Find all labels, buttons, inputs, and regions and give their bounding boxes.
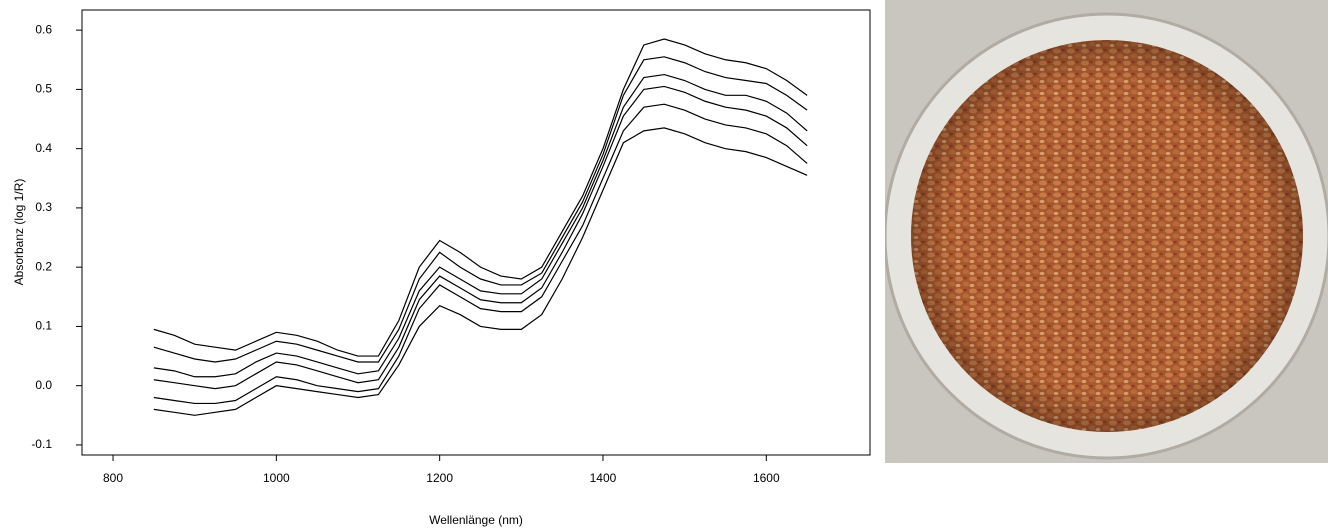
x-tick-label: 800 xyxy=(103,471,123,485)
grain-photo xyxy=(885,0,1328,463)
spectrum-line xyxy=(153,56,808,363)
x-tick-label: 1600 xyxy=(753,471,780,485)
y-tick-label: 0.1 xyxy=(35,319,52,333)
spectrum-line xyxy=(153,38,808,357)
x-tick-label: 1000 xyxy=(263,471,290,485)
y-tick-label: 0.3 xyxy=(35,200,52,214)
y-tick-label: 0.6 xyxy=(35,22,52,36)
spectrum-line xyxy=(153,73,808,378)
x-tick-label: 1200 xyxy=(426,471,453,485)
y-tick-label: 0.2 xyxy=(35,259,52,273)
spectrum-line xyxy=(153,127,808,416)
x-axis-label: Wellenlänge (nm) xyxy=(429,513,523,527)
y-tick-label: 0.5 xyxy=(35,82,52,96)
chart: Wellenlänge (nm) Absorbanz (log 1/R) -0.… xyxy=(12,9,871,527)
x-tick-label: 1400 xyxy=(590,471,617,485)
spectrum-line xyxy=(153,85,808,390)
y-axis-label: Absorbanz (log 1/R) xyxy=(12,179,26,286)
y-tick-label: -0.1 xyxy=(31,437,52,451)
y-tick-label: 0.0 xyxy=(35,378,52,392)
spectrum-line xyxy=(153,103,808,405)
y-tick-label: 0.4 xyxy=(35,141,52,155)
plot-frame xyxy=(81,9,871,456)
